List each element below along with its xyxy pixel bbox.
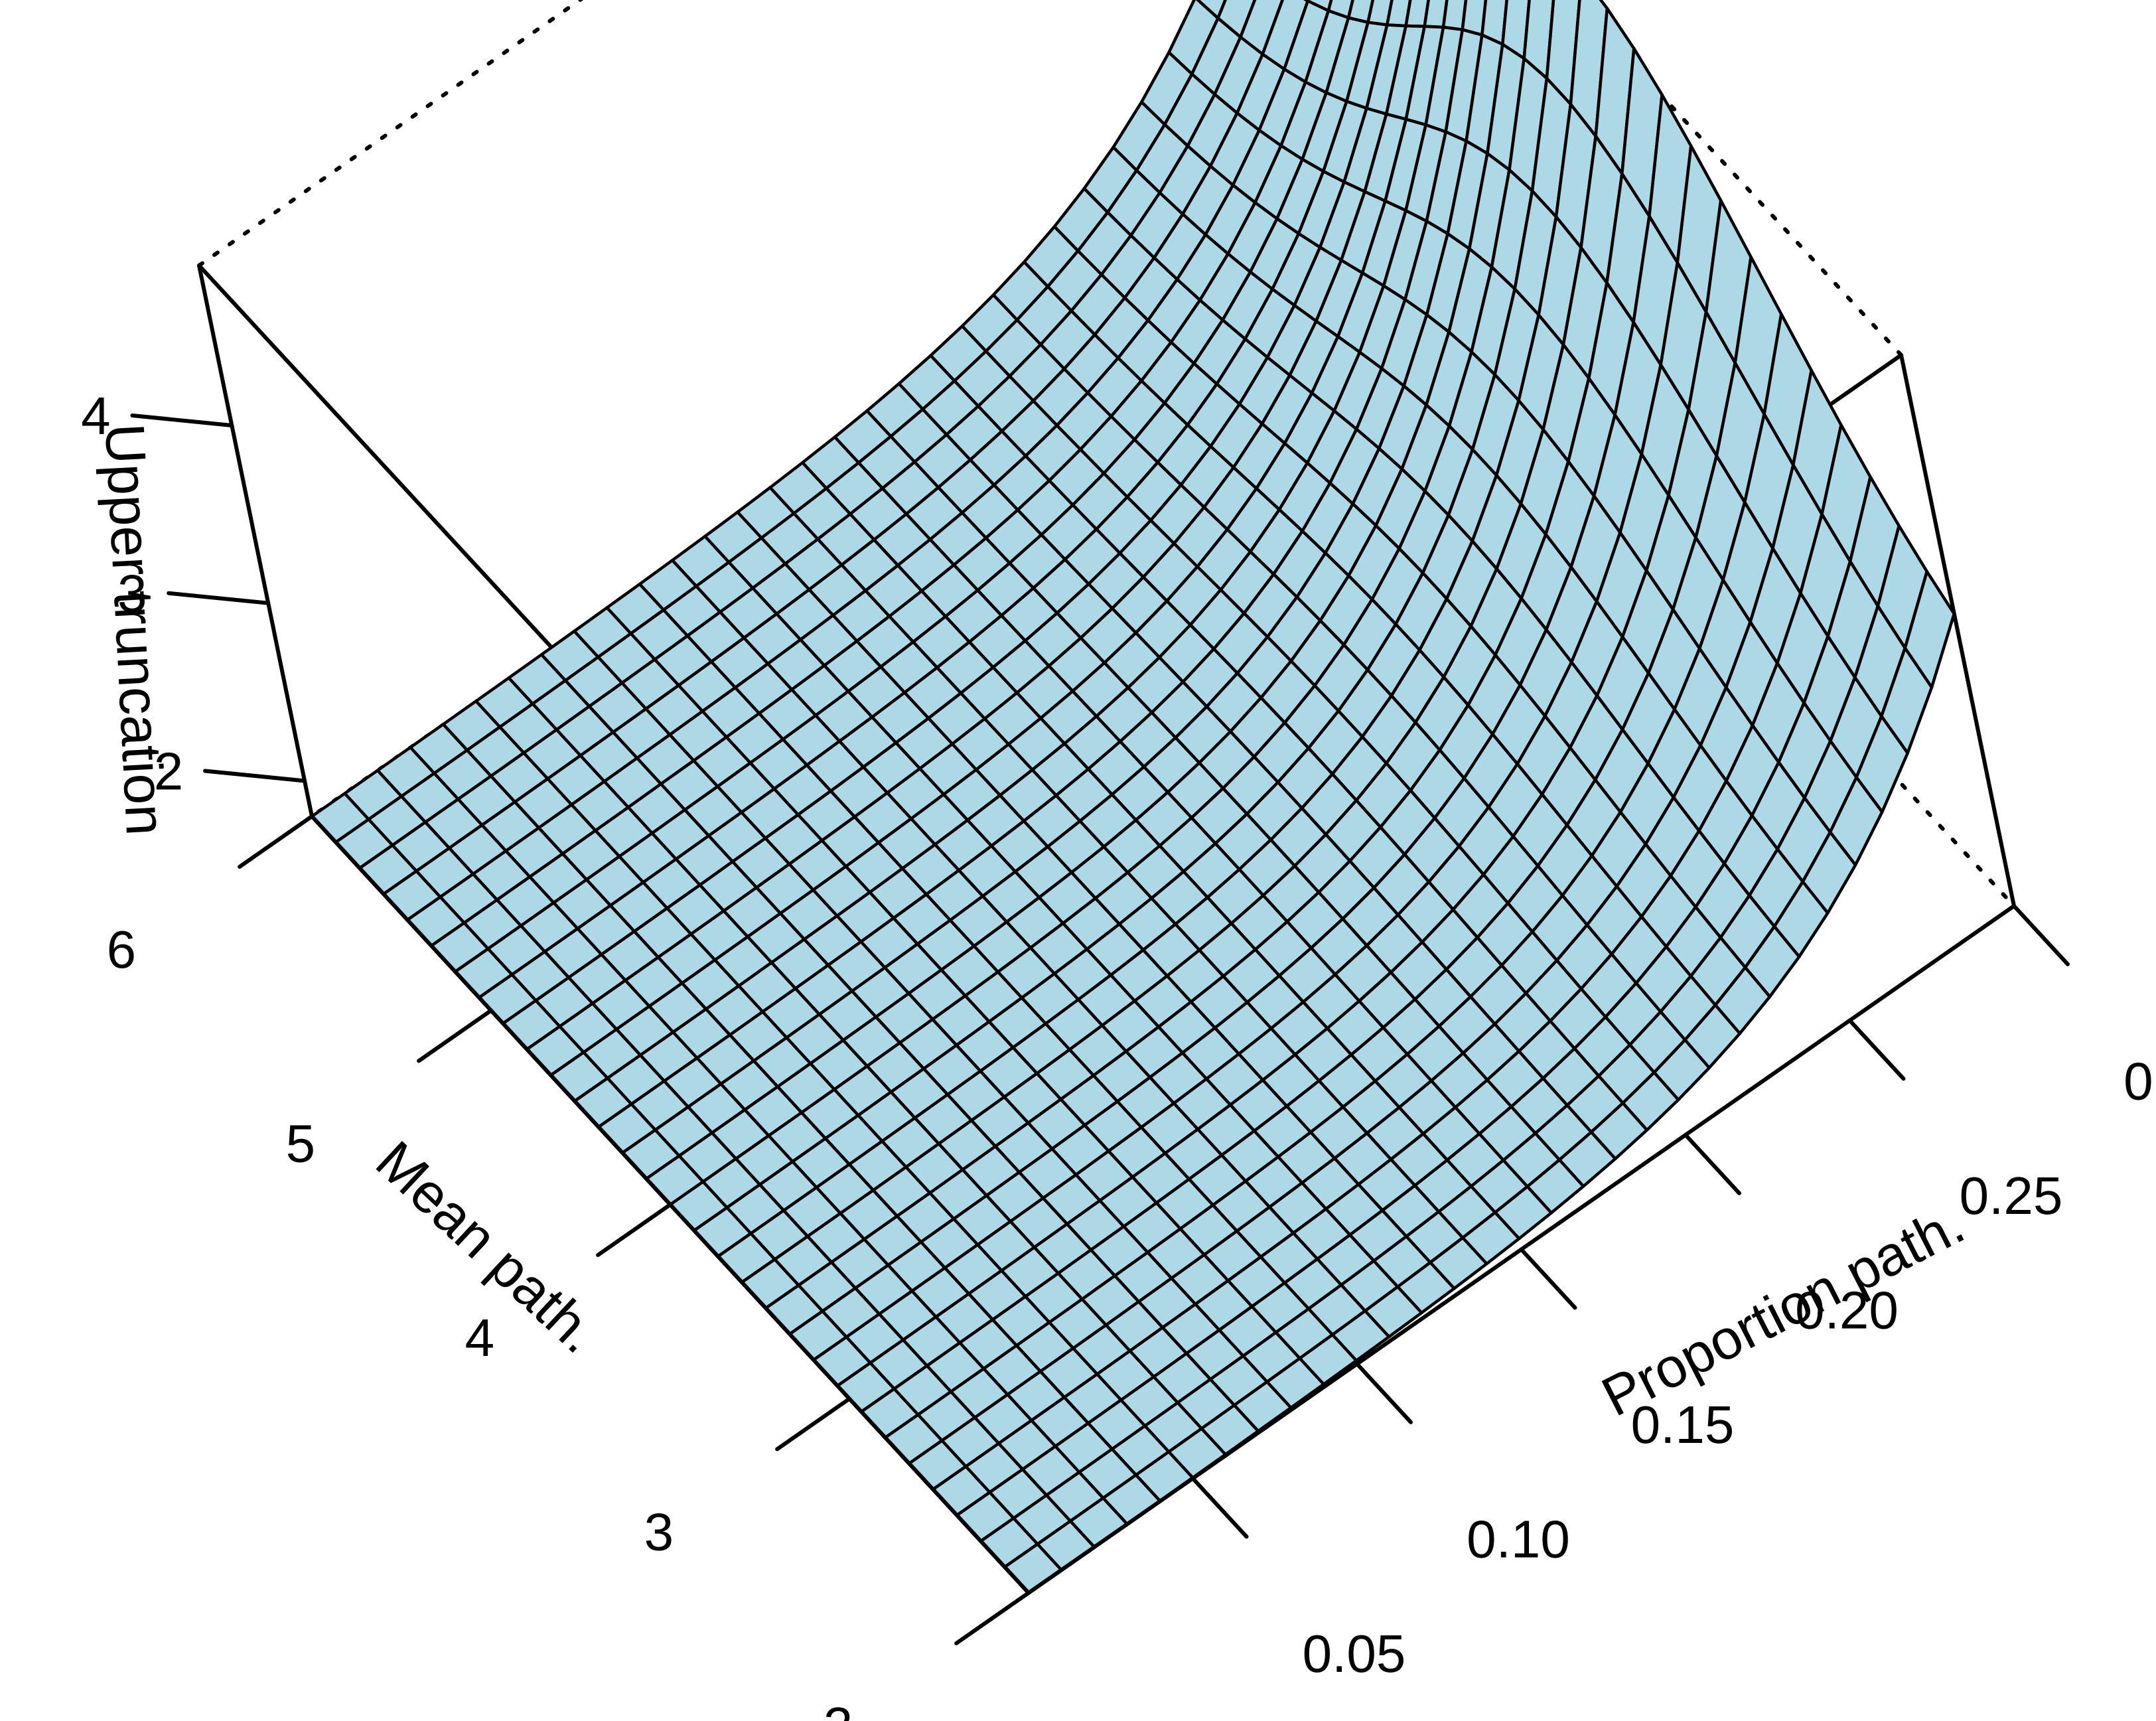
y-tick [417, 1008, 493, 1063]
y-tick-label: 6 [107, 920, 137, 979]
box-edge [197, 263, 314, 818]
x-tick [1355, 1362, 1413, 1424]
x-tick-label: 0.25 [1960, 1166, 2063, 1225]
x-tick-label: 0.10 [1467, 1509, 1570, 1568]
z-tick [130, 413, 234, 427]
x-tick [1519, 1247, 1577, 1310]
z-tick [203, 769, 307, 783]
surface-mesh [310, 0, 1956, 1595]
y-tick [238, 814, 314, 869]
y-tick-label: 5 [286, 1114, 316, 1173]
x-tick-label: 0.15 [1631, 1395, 1735, 1454]
x-tick [2012, 904, 2070, 966]
y-tick-label: 3 [644, 1503, 674, 1562]
x-axis-title: Proportion path. [1592, 1193, 1974, 1428]
x-tick [1684, 1133, 1741, 1195]
x-tick-label: 0.05 [1303, 1624, 1406, 1683]
y-tick [596, 1203, 672, 1257]
z-tick [167, 591, 271, 605]
x-tick [1190, 1476, 1249, 1539]
z-tick-label: 2 [154, 742, 184, 801]
z-tick-label: 3 [117, 564, 147, 623]
y-tick [775, 1396, 851, 1452]
box-hidden-edge [197, 0, 584, 267]
y-tick [954, 1591, 1031, 1645]
z-tick-label: 4 [81, 386, 111, 445]
y-tick-label: 4 [465, 1308, 495, 1367]
box-edge [1899, 353, 2016, 908]
z-axis-title: Upper truncation [94, 422, 177, 837]
axis-ticks: 0.05 0.10 0.15 0.20 0.25 0.30 2 3 4 5 6 2 3 4 [81, 386, 2156, 1721]
x-tick-label: 0.30 [2123, 1051, 2156, 1110]
y-tick-label: 2 [824, 1696, 853, 1721]
x-tick-label: 0.20 [1795, 1280, 1899, 1339]
x-tick [1847, 1018, 1906, 1081]
